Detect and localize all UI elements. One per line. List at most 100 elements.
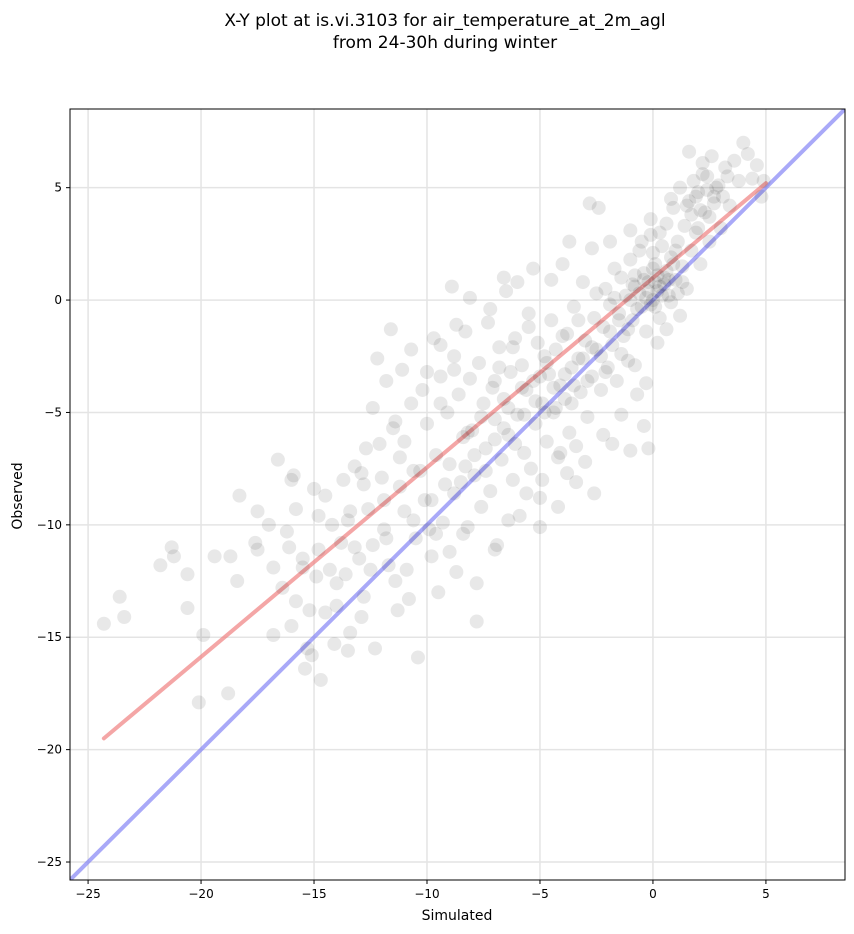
data-point [429, 526, 444, 541]
data-point [587, 486, 602, 501]
data-point [584, 340, 599, 355]
y-tick-label: −20 [37, 743, 62, 757]
data-point [654, 239, 669, 254]
data-point [433, 338, 448, 353]
data-point [575, 351, 590, 366]
data-point [496, 391, 511, 406]
data-point [334, 535, 349, 550]
data-point [627, 279, 642, 294]
data-point [496, 421, 511, 436]
data-point [469, 614, 484, 629]
y-tick-label: 5 [54, 181, 62, 195]
y-axis-label: Observed [10, 462, 26, 529]
data-point [542, 367, 557, 382]
data-point [329, 576, 344, 591]
data-point [510, 407, 525, 422]
data-point [358, 441, 373, 456]
data-point [551, 450, 566, 465]
data-point [700, 169, 715, 184]
data-point [526, 373, 541, 388]
data-point [551, 499, 566, 514]
data-point [433, 369, 448, 384]
data-point [487, 373, 502, 388]
data-point [587, 311, 602, 326]
data-point [569, 475, 584, 490]
data-point [343, 625, 358, 640]
data-point [438, 477, 453, 492]
data-point [279, 524, 294, 539]
data-point [596, 320, 611, 335]
data-point [682, 194, 697, 209]
data-point [322, 562, 337, 577]
data-point [329, 598, 344, 613]
data-point [535, 396, 550, 411]
data-point [304, 648, 319, 663]
data-point [354, 466, 369, 481]
data-point [756, 173, 771, 188]
data-point [370, 351, 385, 366]
data-point [447, 362, 462, 377]
data-point [623, 443, 638, 458]
data-point [702, 234, 717, 249]
data-point [661, 288, 676, 303]
data-point [695, 167, 710, 182]
data-point [571, 313, 586, 328]
data-point [593, 382, 608, 397]
data-point [426, 331, 441, 346]
data-point [641, 284, 656, 299]
data-point [117, 610, 132, 625]
data-point [483, 302, 498, 317]
data-point [697, 205, 712, 220]
reference-lines [70, 109, 845, 880]
data-point [478, 441, 493, 456]
data-point [544, 313, 559, 328]
data-point [288, 594, 303, 609]
data-point [537, 349, 552, 364]
data-point [560, 326, 575, 341]
data-point [688, 189, 703, 204]
data-point [591, 200, 606, 215]
data-point [607, 261, 622, 276]
data-point [598, 281, 613, 296]
data-point [458, 459, 473, 474]
data-point [508, 436, 523, 451]
data-point [284, 618, 299, 633]
data-point [381, 558, 396, 573]
data-point [340, 513, 355, 528]
data-point [469, 576, 484, 591]
data-point [612, 313, 627, 328]
data-point [442, 544, 457, 559]
data-point [666, 200, 681, 215]
data-point [386, 421, 401, 436]
data-point [338, 567, 353, 582]
data-point [397, 504, 412, 519]
data-point [659, 263, 674, 278]
y-tick-label: −5 [44, 405, 62, 419]
data-point [532, 520, 547, 535]
chart-title-line-2: from 24-30h during winter [333, 33, 557, 53]
data-point [309, 569, 324, 584]
data-point [528, 416, 543, 431]
data-point [372, 436, 387, 451]
chart-title-line-1: X-Y plot at is.vi.3103 for air_temperatu… [224, 11, 665, 31]
data-point [261, 517, 276, 532]
data-point [639, 376, 654, 391]
data-point [539, 356, 554, 371]
data-point [112, 589, 127, 604]
data-point [605, 338, 620, 353]
data-point [501, 427, 516, 442]
data-point [449, 317, 464, 332]
data-point [476, 396, 491, 411]
data-point [702, 209, 717, 224]
x-tick-label: 0 [649, 887, 657, 901]
data-point [679, 281, 694, 296]
data-point [232, 488, 247, 503]
data-point [250, 542, 265, 557]
data-point [555, 257, 570, 272]
data-point [706, 189, 721, 204]
data-point [557, 367, 572, 382]
data-point [578, 454, 593, 469]
data-point [632, 286, 647, 301]
data-point [478, 463, 493, 478]
